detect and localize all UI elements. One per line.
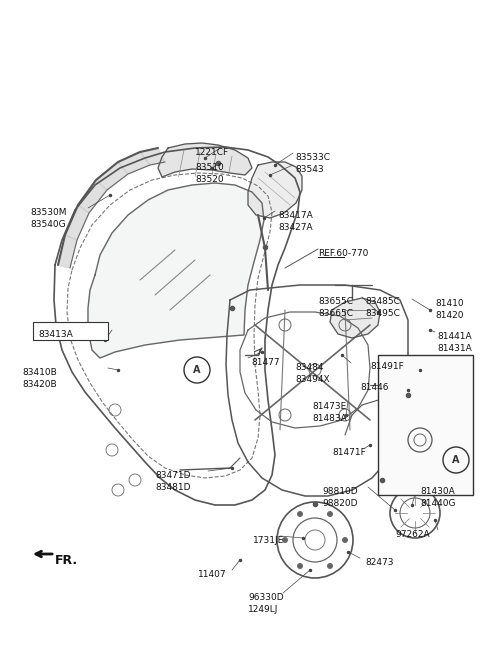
Text: 83510: 83510 [195, 163, 224, 172]
Text: 83427A: 83427A [278, 223, 312, 232]
Text: 83533C: 83533C [295, 153, 330, 162]
Text: 81473E: 81473E [312, 402, 346, 411]
Polygon shape [96, 162, 128, 190]
Polygon shape [78, 180, 107, 213]
Text: 97262A: 97262A [395, 530, 430, 539]
Text: 81431A: 81431A [437, 344, 472, 353]
Text: 1221CF: 1221CF [195, 148, 229, 157]
Text: A: A [452, 455, 460, 465]
Circle shape [327, 511, 333, 517]
Text: 83495C: 83495C [365, 309, 400, 318]
Polygon shape [140, 148, 165, 165]
Text: 83481D: 83481D [155, 483, 191, 492]
Text: 81446: 81446 [360, 383, 388, 392]
Polygon shape [386, 362, 430, 406]
Text: 98820D: 98820D [322, 499, 358, 508]
Polygon shape [65, 205, 89, 240]
Text: 83530M: 83530M [30, 208, 67, 217]
Text: 1249LJ: 1249LJ [248, 605, 278, 614]
Text: 11407: 11407 [198, 570, 227, 579]
Polygon shape [330, 298, 380, 338]
Text: 83417A: 83417A [278, 211, 313, 220]
Text: 81410: 81410 [435, 299, 464, 308]
Text: 83471D: 83471D [155, 471, 191, 480]
Text: 83655C: 83655C [318, 297, 353, 306]
Circle shape [297, 511, 303, 517]
Circle shape [342, 537, 348, 543]
Polygon shape [58, 235, 77, 268]
Text: 83665C: 83665C [318, 309, 353, 318]
Text: 81477: 81477 [251, 358, 280, 367]
Text: 83494X: 83494X [295, 375, 330, 384]
Text: 83543: 83543 [295, 165, 324, 174]
Text: 81440G: 81440G [420, 499, 456, 508]
FancyBboxPatch shape [33, 322, 108, 340]
Circle shape [297, 563, 303, 569]
Text: 81483A: 81483A [312, 414, 347, 423]
Text: 82473: 82473 [365, 558, 394, 567]
Text: 83485C: 83485C [365, 297, 400, 306]
Polygon shape [158, 143, 252, 177]
Text: FR.: FR. [55, 554, 78, 567]
Text: 83413A: 83413A [38, 330, 73, 339]
Text: 81420: 81420 [435, 311, 464, 320]
Text: 98810D: 98810D [322, 487, 358, 496]
Text: 81441A: 81441A [437, 332, 472, 341]
Text: 83420B: 83420B [22, 380, 57, 389]
Text: 96330D: 96330D [248, 593, 284, 602]
Polygon shape [88, 183, 264, 358]
Polygon shape [248, 162, 302, 218]
Text: 81491F: 81491F [370, 362, 404, 371]
Text: REF.60-770: REF.60-770 [318, 249, 368, 258]
Text: 83520: 83520 [195, 175, 224, 184]
Text: 83484: 83484 [295, 363, 324, 372]
Text: 81471F: 81471F [332, 448, 366, 457]
Polygon shape [118, 152, 150, 174]
Text: 83410B: 83410B [22, 368, 57, 377]
Text: 83540G: 83540G [30, 220, 66, 229]
FancyBboxPatch shape [378, 355, 473, 495]
Text: A: A [193, 365, 201, 375]
Circle shape [282, 537, 288, 543]
Text: 81430A: 81430A [420, 487, 455, 496]
Circle shape [327, 563, 333, 569]
Text: 1731JE: 1731JE [253, 536, 284, 545]
